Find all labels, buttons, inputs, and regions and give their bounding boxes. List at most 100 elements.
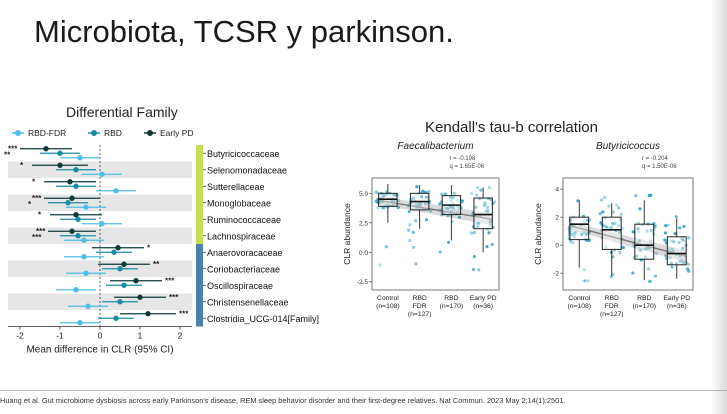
jitter-point: [476, 225, 480, 229]
jitter-point: [451, 205, 455, 209]
significance-mark: **: [153, 260, 160, 269]
correlation-title: Kendall's tau-b correlation: [425, 119, 598, 136]
y-axis-label: CLR abundance: [533, 203, 543, 265]
jitter-point: [452, 191, 456, 195]
butyricicoccus-boxplot: Butyricicoccus r = -0.204 q = 1.50E-06 -2 0 2…: [533, 141, 694, 318]
jitter-point: [408, 238, 412, 243]
significance-mark: ***: [179, 309, 189, 318]
jitter-point: [670, 247, 674, 252]
x-axis-label: Mean difference in CLR (95% CI): [26, 345, 173, 356]
jitter-point: [586, 279, 590, 283]
divider: [0, 390, 727, 391]
category-label: (n=36): [667, 303, 687, 310]
category-label: Control: [377, 295, 399, 302]
jitter-point: [610, 225, 614, 229]
data-point-early-pd: [73, 212, 79, 218]
x-tick-label: 0: [98, 331, 103, 341]
panel-stat: r = -0.204: [642, 156, 669, 162]
data-point-rbd: [65, 200, 71, 206]
faecalibacterium-boxplot: Faecalibacterium r = -0.198 q = 1.65E-06 -2…: [342, 141, 500, 318]
jitter-point: [621, 245, 626, 250]
jitter-point: [648, 239, 653, 243]
jitter-point: [475, 193, 479, 197]
legend-label-early-pd: Early PD: [160, 128, 194, 138]
jitter-point: [678, 226, 682, 230]
category-label-clostridia-ucg-014-family: Clostridia_UCG-014[Family]: [207, 314, 319, 324]
jitter-point: [457, 215, 462, 219]
data-point-rbd: [117, 266, 123, 272]
y-tick-label: 0.0: [359, 250, 368, 257]
legend-label-rbd: RBD: [104, 128, 122, 138]
data-point-early-pd: [115, 245, 121, 251]
jitter-point: [643, 255, 647, 259]
jitter-point: [572, 235, 577, 239]
jitter-point: [674, 215, 678, 219]
category-label: Early PD: [470, 295, 497, 302]
significance-mark: *: [32, 177, 36, 186]
data-point-rbd-fdr: [83, 270, 89, 276]
forest-plot: RBD-FDR RBD Early PD**********************…: [4, 128, 319, 356]
jitter-point: [408, 223, 412, 227]
y-tick-label: 4: [555, 187, 559, 194]
jitter-point: [634, 193, 638, 198]
box: [634, 223, 655, 260]
jitter-point: [604, 245, 608, 249]
jitter-point: [663, 231, 668, 235]
jitter-point: [417, 202, 421, 206]
data-point-early-pd: [121, 261, 127, 267]
group-bar-oscillospiraceae-group: [196, 244, 203, 327]
jitter-point: [406, 228, 411, 232]
panel-subtitle: Faecalibacterium: [397, 141, 473, 152]
data-point-rbd: [75, 233, 81, 239]
significance-mark: ***: [169, 293, 179, 302]
box: [666, 236, 687, 266]
jitter-point: [487, 185, 491, 190]
data-point-early-pd: [69, 228, 75, 234]
y-tick-label: 2: [555, 215, 559, 222]
data-point-rbd-fdr: [83, 204, 89, 210]
jitter-point: [638, 207, 642, 211]
jitter-point: [687, 236, 691, 240]
jitter-point: [611, 210, 616, 214]
category-label: (n=127): [600, 311, 624, 318]
category-label: Control: [568, 295, 590, 302]
jitter-point: [412, 245, 416, 249]
category-label-ruminococcaceae: Ruminococcaceae: [207, 215, 281, 225]
jitter-point: [470, 231, 474, 235]
category-label: Early PD: [663, 295, 690, 302]
box: [601, 216, 622, 250]
jitter-point: [637, 230, 641, 234]
x-tick-label: 1: [138, 331, 143, 341]
jitter-point: [446, 240, 451, 244]
jitter-point: [649, 193, 653, 197]
trend-band: [378, 196, 493, 226]
data-point-rbd-fdr: [77, 155, 83, 161]
category-label-anaerovoracaceae: Anaerovoracaceae: [207, 248, 283, 258]
jitter-point: [618, 250, 622, 255]
jitter-point: [438, 250, 442, 254]
jitter-point: [392, 193, 396, 197]
jitter-point: [664, 253, 668, 258]
jitter-point: [456, 198, 460, 202]
data-point-rbd-fdr: [81, 237, 87, 243]
significance-mark: ***: [165, 276, 175, 285]
jitter-point: [448, 205, 453, 209]
data-point-early-pd: [43, 146, 49, 152]
data-point-rbd: [111, 249, 117, 255]
category-label: RBD: [637, 295, 651, 302]
jitter-point: [449, 199, 453, 203]
legend-marker-rbd: [91, 130, 97, 136]
significance-mark: *: [20, 161, 24, 170]
data-point-rbd-fdr: [77, 320, 83, 326]
y-tick-label: 5.0: [359, 191, 368, 198]
data-point-rbd-fdr: [99, 171, 105, 177]
jitter-point: [667, 247, 672, 251]
jitter-point: [485, 244, 489, 249]
jitter-point: [598, 212, 602, 216]
jitter-point: [475, 186, 480, 190]
jitter-point: [384, 190, 389, 194]
jitter-point: [602, 195, 607, 200]
jitter-point: [482, 203, 487, 207]
category-label-selenomonadaceae: Selenomonadaceae: [207, 165, 287, 175]
jitter-point: [472, 231, 476, 235]
